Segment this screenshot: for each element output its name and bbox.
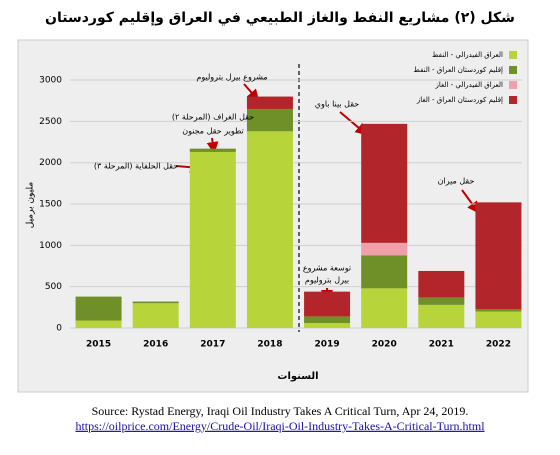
y-tick-label: 2500 bbox=[39, 117, 62, 127]
x-tick-label: 2019 bbox=[315, 340, 340, 350]
legend-swatch bbox=[509, 96, 517, 104]
bar-segment bbox=[246, 131, 293, 328]
bar-segment bbox=[189, 148, 236, 152]
legend-swatch bbox=[509, 51, 517, 59]
bar-segment bbox=[475, 308, 522, 312]
annotation: حقل الغراف (المرحلة ٢) bbox=[172, 113, 254, 122]
bar-segment bbox=[418, 304, 465, 328]
annotation: تطوير حقل مجنون bbox=[182, 127, 244, 136]
annotation: مشروع بيرل بتروليوم bbox=[196, 73, 267, 82]
legend-swatch bbox=[509, 66, 517, 74]
bar-segment bbox=[189, 151, 236, 328]
legend-label: العراق الفيدرالي - النفط bbox=[432, 51, 503, 59]
annotation: بيرل بتروليوم bbox=[305, 276, 349, 285]
chart-title: شكل (٢) مشاريع النفط والغاز الطبيعي في ا… bbox=[45, 10, 515, 26]
annotation: حقل ميران bbox=[438, 177, 475, 186]
legend-label: إقليم كوردستان العراق - الغاز bbox=[416, 96, 503, 104]
x-tick-label: 2021 bbox=[429, 340, 454, 350]
y-tick-label: 3000 bbox=[39, 76, 62, 86]
source-link[interactable]: https://oilprice.com/Energy/Crude-Oil/Ir… bbox=[75, 419, 485, 433]
x-tick-label: 2020 bbox=[372, 340, 397, 350]
x-tick-label: 2017 bbox=[200, 340, 225, 350]
bar-segment bbox=[246, 96, 293, 109]
y-tick-label: 0 bbox=[56, 324, 62, 334]
bar-segment bbox=[304, 291, 351, 317]
bar-segment bbox=[418, 270, 465, 298]
bar-segment bbox=[132, 301, 179, 304]
x-tick-label: 2018 bbox=[257, 340, 282, 350]
y-tick-label: 2000 bbox=[39, 158, 62, 168]
annotation: حقل الحلفاية (المرحلة ٣) bbox=[94, 162, 178, 171]
x-axis-label: السنوات bbox=[277, 371, 318, 382]
x-tick-label: 2015 bbox=[86, 340, 111, 350]
bar-segment bbox=[361, 255, 408, 289]
legend-label: العراق الفيدرالي - الغاز bbox=[434, 81, 503, 89]
bar-segment bbox=[475, 311, 522, 328]
x-tick-label: 2016 bbox=[143, 340, 168, 350]
annotation: توسعة مشروع bbox=[303, 264, 351, 273]
annotation: حقل بينا باوي bbox=[315, 100, 359, 109]
y-tick-label: 1000 bbox=[39, 241, 62, 251]
source: Source: Rystad Energy, Iraqi Oil Industr… bbox=[92, 404, 469, 418]
y-axis-label: مليون برميل bbox=[26, 182, 36, 229]
bar-segment bbox=[132, 303, 179, 328]
bar-segment bbox=[304, 316, 351, 324]
bar-segment bbox=[304, 323, 351, 328]
bar-segment bbox=[361, 288, 408, 328]
y-tick-label: 1500 bbox=[39, 200, 62, 210]
bar-segment bbox=[475, 202, 522, 309]
bar-segment bbox=[75, 320, 122, 328]
bar-segment bbox=[246, 108, 293, 132]
bar-segment bbox=[418, 297, 465, 305]
y-tick-label: 500 bbox=[45, 282, 62, 292]
legend-label: إقليم كوردستان العراق - النفط bbox=[413, 66, 503, 74]
legend-swatch bbox=[509, 81, 517, 89]
x-tick-label: 2022 bbox=[486, 340, 511, 350]
bar-segment bbox=[75, 296, 122, 321]
bar-segment bbox=[361, 242, 408, 256]
bar-segment bbox=[361, 123, 408, 243]
